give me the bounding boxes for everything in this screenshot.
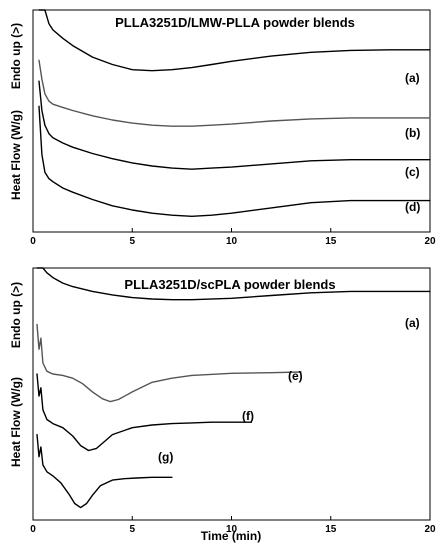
curve-label-a-top: (a) [405, 71, 420, 85]
x-tick-label: 15 [325, 524, 337, 535]
curve-label-e: (e) [288, 369, 303, 383]
x-tick-label: 10 [226, 524, 238, 535]
plot-frame-bottom [32, 267, 431, 521]
curve-label-f: (f) [242, 409, 254, 423]
series-line [36, 267, 431, 301]
series-line [38, 80, 431, 170]
series-line [36, 373, 253, 452]
series-line [38, 9, 431, 72]
y-label-heatflow-bottom: Heat Flow (W/g) [9, 377, 23, 467]
curve-label-b: (b) [405, 126, 420, 140]
x-tick-label: 5 [129, 236, 135, 247]
y-label-heatflow-top: Heat Flow (W/g) [9, 110, 23, 200]
x-axis-label: Time (min) [201, 529, 261, 543]
series-group-top [38, 9, 431, 218]
plot-frame-top [32, 9, 431, 233]
series-line [38, 105, 431, 218]
y-label-endo-top: Endo up (>) [9, 23, 23, 89]
series-line [36, 323, 302, 403]
series-line [38, 59, 431, 127]
curve-label-d: (d) [405, 200, 420, 214]
panel-top: PLLA3251D/LMW-PLLA powder blends Endo up… [9, 9, 436, 247]
curve-label-g: (g) [158, 450, 173, 464]
series-group-bottom [36, 267, 431, 509]
y-label-endo-bottom: Endo up (>) [9, 282, 23, 348]
x-tick-label: 0 [30, 236, 36, 247]
x-tick-label: 0 [30, 524, 36, 535]
x-tick-label: 10 [226, 236, 238, 247]
panel-title-top: PLLA3251D/LMW-PLLA powder blends [115, 15, 355, 30]
panel-title-bottom: PLLA3251D/scPLA powder blends [124, 277, 335, 292]
curve-label-c: (c) [405, 165, 420, 179]
x-tick-label: 20 [424, 236, 436, 247]
x-ticks-bottom: 0 5 10 15 20 [30, 516, 436, 535]
curve-label-a-bottom: (a) [405, 316, 420, 330]
series-line [36, 433, 173, 509]
x-tick-label: 15 [325, 236, 337, 247]
x-tick-label: 5 [129, 524, 135, 535]
x-ticks-top: 0 5 10 15 20 [30, 228, 436, 247]
panel-bottom: PLLA3251D/scPLA powder blends Endo up (>… [9, 267, 436, 543]
x-tick-label: 20 [424, 524, 436, 535]
